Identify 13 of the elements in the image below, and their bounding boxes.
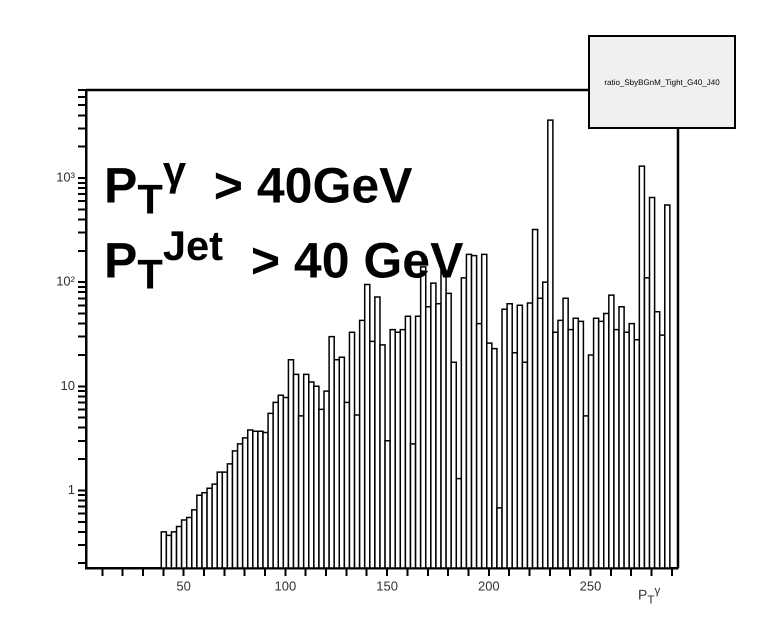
x-tick-label: 100: [274, 578, 296, 594]
y-tick-label: 10³: [56, 170, 76, 185]
y-tick-label: 1: [68, 482, 75, 498]
x-tick-label: 50: [176, 578, 191, 594]
y-tick-label: 10: [60, 378, 75, 393]
y-tick-label: 10²: [56, 274, 76, 289]
chart-title: ratio_SbyBGnM_Tight_G40_J40: [604, 78, 720, 86]
x-tick-label: 250: [580, 578, 602, 594]
annotation: P$_{T}$$^{Jet}$ > 40 GeV: [104, 222, 464, 298]
x-tick-label: 200: [478, 578, 500, 594]
annotation: P$_{T}$$^{γ}$ > 40GeV: [104, 147, 413, 223]
label-box: ratio_SbyBGnM_Tight_G40_J40: [588, 35, 736, 129]
x-tick-label: 150: [376, 578, 398, 594]
